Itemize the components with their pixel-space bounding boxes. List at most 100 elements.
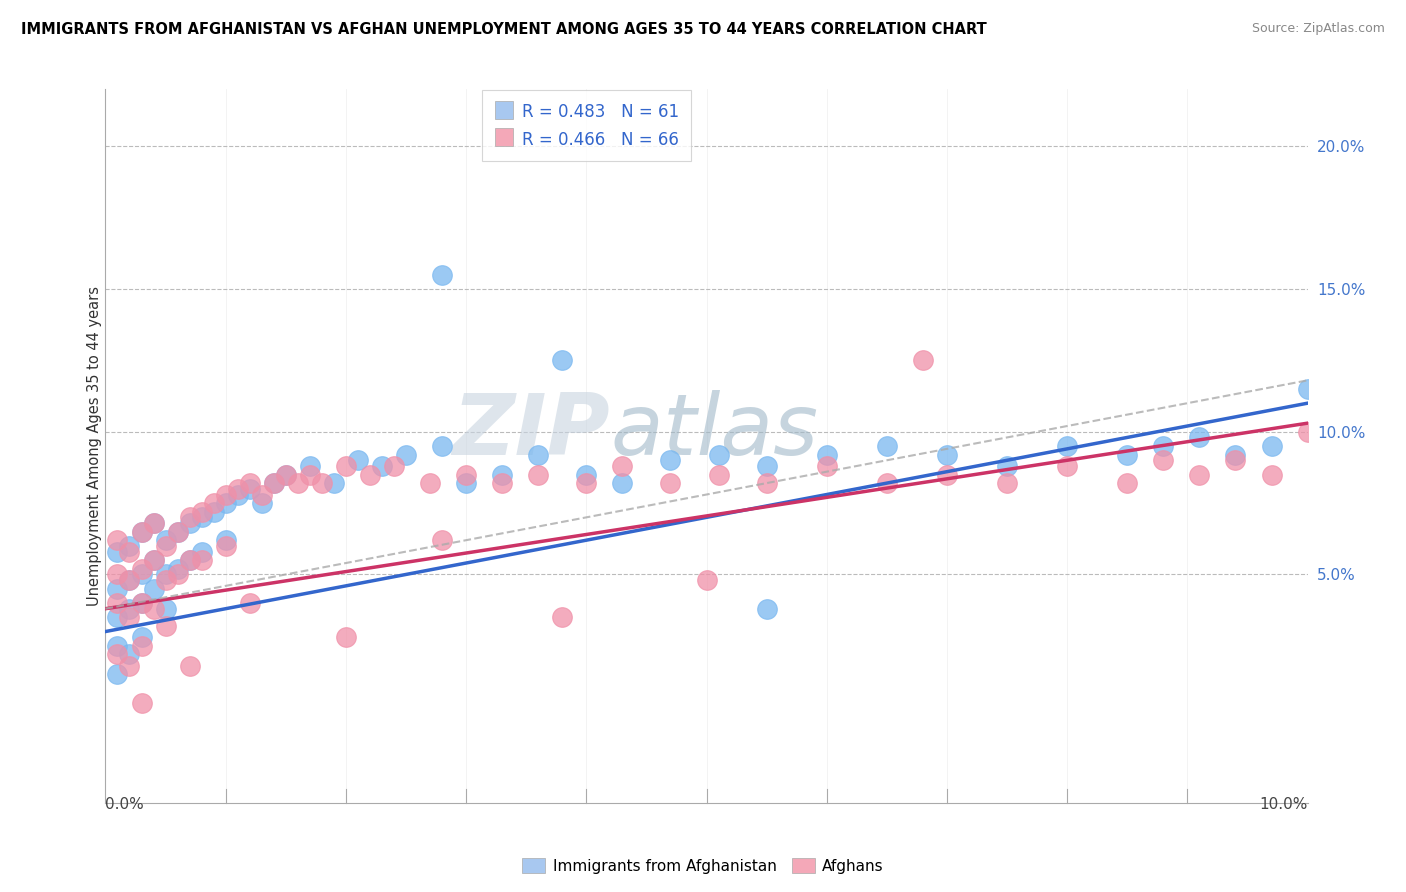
Point xyxy=(239,476,262,491)
Point xyxy=(214,496,236,510)
Point xyxy=(166,524,188,539)
Text: atlas: atlas xyxy=(610,390,818,474)
Point xyxy=(107,639,129,653)
Point xyxy=(179,553,201,567)
Point xyxy=(575,467,598,482)
Point xyxy=(142,582,165,596)
Point xyxy=(707,467,730,482)
Point xyxy=(359,467,381,482)
Point xyxy=(131,596,153,610)
Point xyxy=(131,696,153,710)
Point xyxy=(335,458,357,473)
Point xyxy=(107,610,129,624)
Point xyxy=(142,601,165,615)
Text: IMMIGRANTS FROM AFGHANISTAN VS AFGHAN UNEMPLOYMENT AMONG AGES 35 TO 44 YEARS COR: IMMIGRANTS FROM AFGHANISTAN VS AFGHAN UN… xyxy=(21,22,987,37)
Point xyxy=(430,533,453,548)
Point xyxy=(190,553,212,567)
Point xyxy=(335,630,357,644)
Point xyxy=(202,505,225,519)
Point xyxy=(214,533,236,548)
Point xyxy=(430,268,453,282)
Point xyxy=(226,482,249,496)
Point xyxy=(118,573,141,587)
Point xyxy=(371,458,394,473)
Legend: Immigrants from Afghanistan, Afghans: Immigrants from Afghanistan, Afghans xyxy=(516,852,890,880)
Point xyxy=(107,582,129,596)
Point xyxy=(166,524,188,539)
Point xyxy=(190,505,212,519)
Point xyxy=(107,667,129,681)
Point xyxy=(527,467,550,482)
Point xyxy=(155,539,177,553)
Point xyxy=(1296,382,1319,396)
Point xyxy=(166,567,188,582)
Point xyxy=(659,453,682,467)
Point xyxy=(612,476,634,491)
Point xyxy=(190,544,212,558)
Point xyxy=(118,648,141,662)
Point xyxy=(142,516,165,530)
Point xyxy=(107,596,129,610)
Point xyxy=(298,458,321,473)
Point xyxy=(1152,439,1174,453)
Point xyxy=(322,476,344,491)
Point xyxy=(419,476,441,491)
Point xyxy=(1296,425,1319,439)
Point xyxy=(707,448,730,462)
Point xyxy=(936,467,959,482)
Point xyxy=(239,596,262,610)
Point xyxy=(1225,453,1247,467)
Point xyxy=(612,458,634,473)
Point xyxy=(815,448,838,462)
Legend: R = 0.483   N = 61, R = 0.466   N = 66: R = 0.483 N = 61, R = 0.466 N = 66 xyxy=(482,90,690,161)
Point xyxy=(179,516,201,530)
Point xyxy=(430,439,453,453)
Point xyxy=(131,524,153,539)
Point xyxy=(347,453,370,467)
Point xyxy=(815,458,838,473)
Point xyxy=(1116,476,1139,491)
Point xyxy=(118,601,141,615)
Point xyxy=(131,562,153,576)
Point xyxy=(551,610,574,624)
Point xyxy=(876,439,898,453)
Point xyxy=(155,573,177,587)
Point xyxy=(107,533,129,548)
Point xyxy=(755,458,778,473)
Point xyxy=(395,448,418,462)
Point xyxy=(696,573,718,587)
Point xyxy=(382,458,405,473)
Point xyxy=(166,562,188,576)
Point xyxy=(214,487,236,501)
Point xyxy=(250,487,273,501)
Point xyxy=(491,476,513,491)
Text: ZIP: ZIP xyxy=(453,390,610,474)
Point xyxy=(202,496,225,510)
Point xyxy=(659,476,682,491)
Point xyxy=(1225,448,1247,462)
Point xyxy=(575,476,598,491)
Point xyxy=(755,476,778,491)
Point xyxy=(155,619,177,633)
Point xyxy=(155,601,177,615)
Point xyxy=(274,467,297,482)
Point xyxy=(936,448,959,462)
Point xyxy=(118,610,141,624)
Point xyxy=(179,553,201,567)
Point xyxy=(1188,467,1211,482)
Text: Source: ZipAtlas.com: Source: ZipAtlas.com xyxy=(1251,22,1385,36)
Point xyxy=(250,496,273,510)
Point xyxy=(118,573,141,587)
Point xyxy=(1260,467,1282,482)
Point xyxy=(118,544,141,558)
Point xyxy=(527,448,550,462)
Point xyxy=(131,567,153,582)
Point xyxy=(190,510,212,524)
Point xyxy=(274,467,297,482)
Point xyxy=(551,353,574,368)
Point xyxy=(1056,458,1078,473)
Point xyxy=(118,539,141,553)
Point xyxy=(311,476,333,491)
Point xyxy=(287,476,309,491)
Point xyxy=(454,467,477,482)
